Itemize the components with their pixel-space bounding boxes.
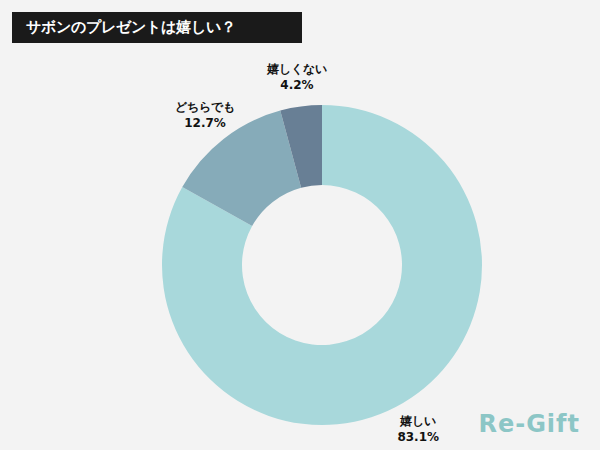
html-text:サボンのプレゼントは嬉しい？: サボンのプレゼントは嬉しい？ [26,18,236,36]
svg-text:どちらでも12.7%: どちらでも12.7% [175,100,235,130]
html-text:Re-Gift: Re-Gift [478,410,580,438]
svg-text:嬉しい83.1%: 嬉しい83.1% [397,414,439,444]
svg-text:嬉しくない4.2%: 嬉しくない4.2% [266,62,327,92]
